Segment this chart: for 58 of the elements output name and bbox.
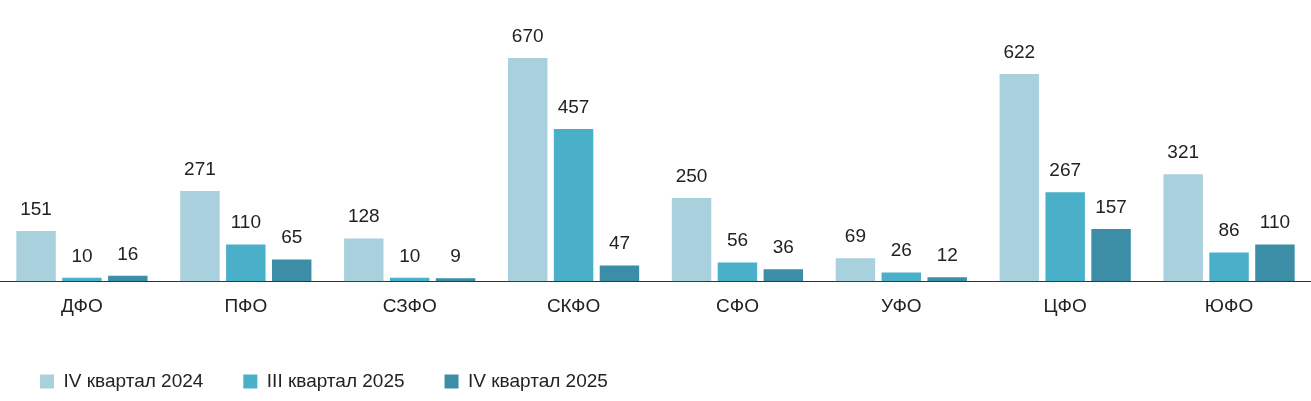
data-label: 26	[890, 239, 912, 261]
data-label: 457	[557, 95, 590, 117]
x-tick-label: ПФО	[224, 294, 268, 316]
data-label: 622	[1003, 40, 1036, 62]
x-tick-label: ДФО	[61, 294, 103, 316]
bar	[999, 73, 1040, 282]
data-label: 10	[399, 244, 421, 266]
x-tick-label: УФО	[880, 294, 922, 316]
x-tick-label: ЮФО	[1204, 294, 1254, 316]
bar	[599, 265, 640, 282]
bar	[881, 272, 922, 282]
bar	[344, 238, 384, 282]
bar	[1255, 244, 1295, 282]
data-label: 271	[184, 157, 216, 179]
bar	[1045, 192, 1085, 282]
data-label: 321	[1167, 141, 1200, 162]
bar	[226, 244, 266, 282]
bar	[553, 128, 594, 282]
x-tick-label: СКФО	[546, 294, 601, 316]
data-label: 56	[726, 229, 749, 251]
data-label: 10	[71, 244, 93, 266]
data-label: 69	[844, 224, 866, 246]
bar	[271, 259, 312, 282]
data-label: 86	[1218, 219, 1240, 241]
bar	[927, 277, 967, 282]
bar	[717, 262, 758, 282]
legend-label: III квартал 2025	[266, 369, 405, 391]
data-label: 110	[230, 211, 261, 233]
data-label: 65	[281, 226, 303, 248]
bar	[435, 278, 476, 282]
bar	[1091, 228, 1131, 282]
data-label: 267	[1049, 158, 1082, 180]
legend-label: IV квартал 2025	[468, 369, 608, 391]
x-tick-label: СЗФО	[382, 294, 437, 316]
data-label: 47	[608, 232, 631, 254]
bar	[180, 190, 220, 282]
bar	[507, 57, 548, 282]
bar	[835, 258, 876, 282]
bar	[16, 230, 56, 282]
x-tick-label: СФО	[715, 294, 759, 316]
data-label: 12	[936, 243, 958, 265]
data-label: 157	[1095, 195, 1127, 217]
bar	[1163, 174, 1203, 282]
x-tick-label: ЦФО	[1043, 294, 1087, 316]
data-label: 151	[20, 197, 52, 219]
bar	[1209, 252, 1249, 282]
legend-label: IV квартал 2024	[63, 369, 204, 391]
data-label: 9	[450, 244, 461, 266]
data-label: 128	[347, 205, 380, 227]
data-label: 670	[511, 24, 544, 46]
data-label: 36	[772, 235, 794, 257]
data-label: 16	[117, 242, 139, 264]
bar	[108, 275, 148, 282]
bar	[763, 269, 804, 282]
bar	[671, 197, 712, 282]
data-label: 250	[675, 164, 708, 186]
data-label: 110	[1259, 211, 1291, 233]
bar	[62, 277, 102, 282]
